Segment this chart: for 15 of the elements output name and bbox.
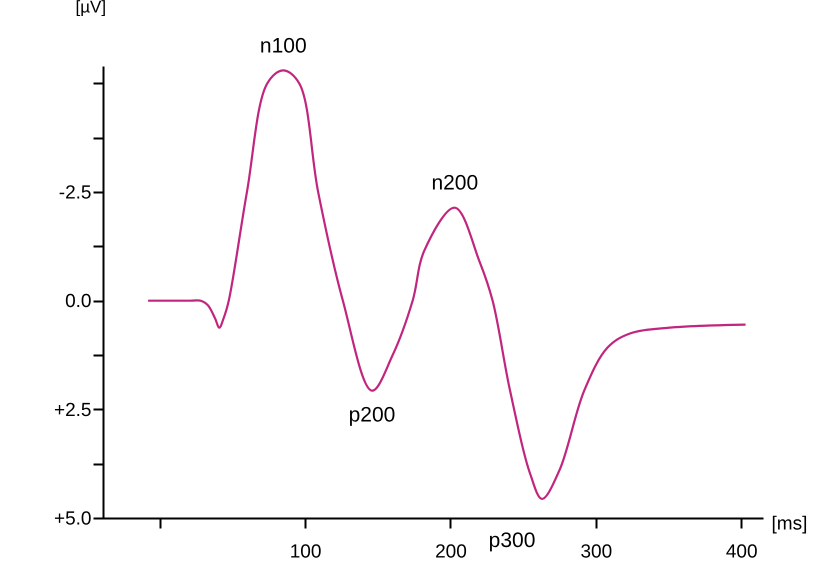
x-tick-label: 100 — [290, 542, 322, 562]
y-axis-title: [µV] — [76, 0, 106, 16]
x-axis-title: [ms] — [772, 514, 808, 534]
line-series — [146, 69, 747, 500]
y-tick-label: +2.5 — [54, 400, 92, 421]
y-tick-label: +5.0 — [54, 508, 92, 530]
annotation: n100 — [260, 34, 307, 58]
y-tick-label: 0.0 — [65, 291, 92, 312]
x-tick-label: 200 — [435, 542, 467, 562]
annotation: n200 — [431, 172, 478, 195]
x-tick-label: 400 — [726, 542, 758, 562]
y-tick-label: -2.5 — [58, 182, 92, 204]
annotation: p300 — [488, 529, 536, 552]
annotation: p200 — [348, 404, 396, 427]
x-tick-label: 300 — [580, 542, 612, 562]
